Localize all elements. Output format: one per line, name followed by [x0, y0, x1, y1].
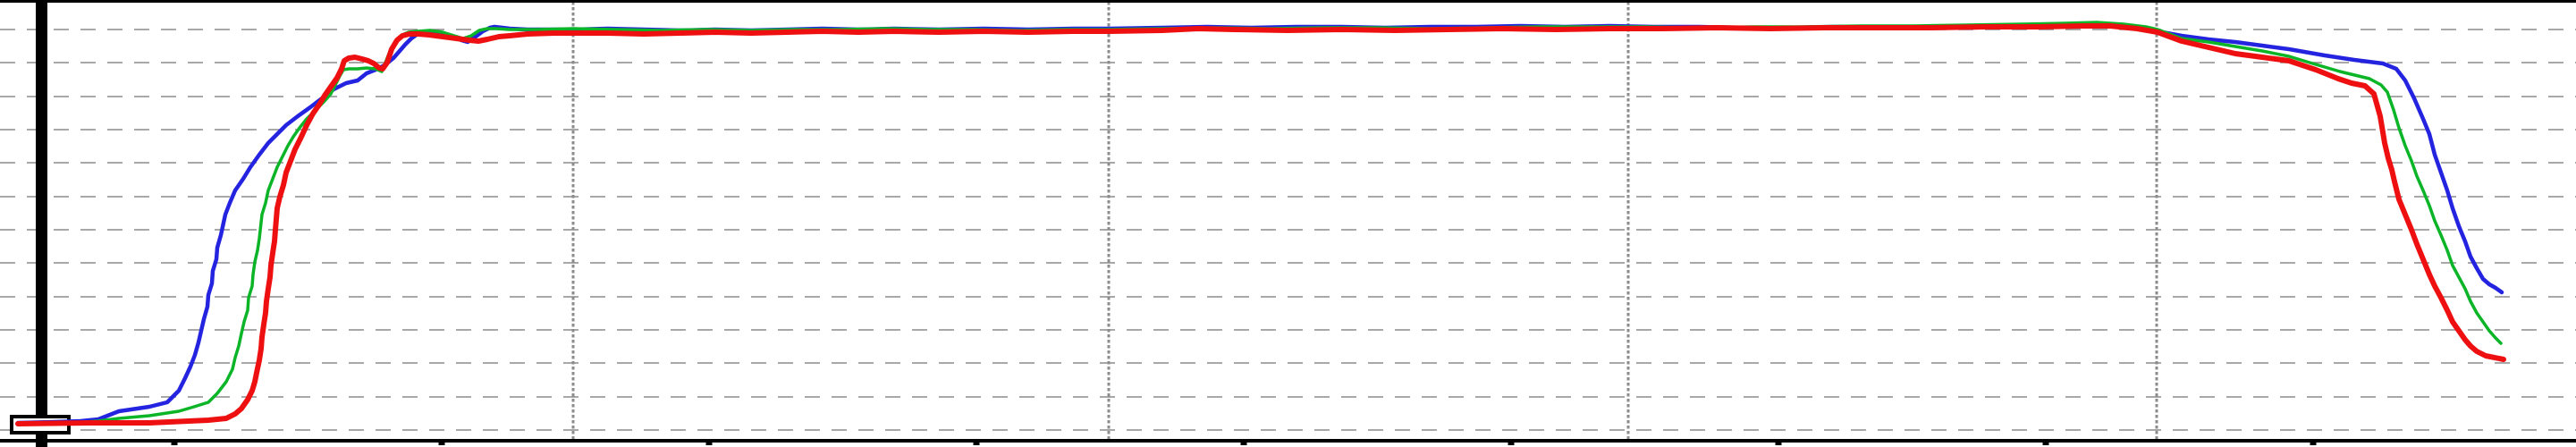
x-axis-tick — [438, 442, 445, 445]
cursor-line[interactable] — [36, 0, 47, 447]
red-channel-line — [15, 23, 2506, 426]
green-channel-line — [16, 21, 2503, 425]
x-axis-tick — [973, 442, 980, 445]
top-border — [0, 0, 2576, 3]
x-axis-tick — [2310, 442, 2317, 445]
x-axis-tick — [705, 442, 713, 445]
x-axis-tick — [1508, 442, 1515, 445]
x-axis-tick — [171, 442, 178, 445]
x-axis-line — [0, 439, 2576, 443]
x-axis-tick — [1240, 442, 1247, 445]
x-axis-tick — [1775, 442, 1782, 445]
x-axis-tick — [2042, 442, 2049, 445]
